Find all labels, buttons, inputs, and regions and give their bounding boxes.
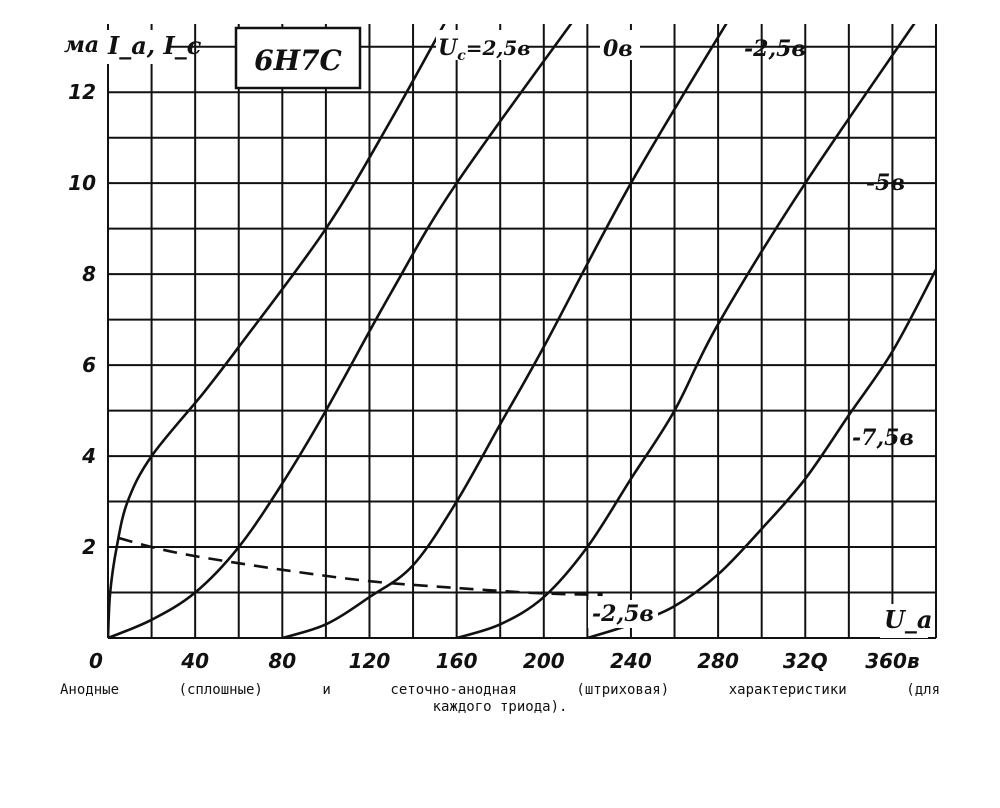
series-label-uc-symbol: U <box>438 35 459 61</box>
series-label-minus-5: -5в <box>866 170 905 196</box>
series-label-uc-2-5: Uc=2,5в <box>438 35 530 64</box>
series-label-dashed-minus-2-5: -2,5в <box>592 601 654 627</box>
series-line-5-dashed <box>118 536 603 597</box>
x-tick-label: 80 <box>268 649 296 673</box>
series-label-0v: 0в <box>603 36 633 62</box>
y-tick-label: 2 <box>82 535 96 559</box>
caption-line-1: Анодные (сплошные) и сеточно-анодная (шт… <box>60 682 940 698</box>
series-label-minus-2-5: -2,5в <box>744 36 806 62</box>
chart-title: 6Н7С <box>254 44 342 77</box>
series-line-1 <box>108 24 573 638</box>
x-tick-label: 160 <box>436 649 478 673</box>
x-tick-label: 120 <box>349 649 391 673</box>
figure-caption: Анодные (сплошные) и сеточно-анодная (шт… <box>60 682 940 716</box>
series-line-3 <box>455 24 916 638</box>
x-tick-label: 0 <box>89 649 103 673</box>
series-line-2 <box>281 24 728 638</box>
title-box <box>234 26 362 90</box>
x-tick-label: 200 <box>523 649 565 673</box>
y-unit-label: ма <box>64 32 99 58</box>
y-tick-label: 12 <box>68 80 96 104</box>
series-label-minus-7-5: -7,5в <box>852 425 914 451</box>
x-tick-label: 240 <box>610 649 652 673</box>
series-label-uc-value: =2,5в <box>466 36 531 60</box>
x-tick-label: 32Q <box>783 649 828 673</box>
y-axis-label: I_a, I_c <box>107 31 202 60</box>
x-axis-label: U_a <box>884 605 932 634</box>
series-label-uc-subscript: c <box>457 48 466 64</box>
y-tick-label: 8 <box>82 262 96 286</box>
x-tick-label: 360в <box>865 649 919 673</box>
series-line-0 <box>108 24 446 638</box>
x-tick-label: 40 <box>180 649 209 673</box>
caption-line-2: каждого триода). <box>432 699 568 715</box>
y-tick-label: 10 <box>68 171 96 195</box>
grid <box>107 24 937 639</box>
tick-labels: 0 40 80 120 160 200 240 280 32Q 360в 2 4 6 8 10 12 <box>68 80 919 673</box>
y-tick-label: 4 <box>81 444 96 468</box>
y-tick-label: 6 <box>82 353 96 377</box>
x-tick-label: 280 <box>697 649 739 673</box>
